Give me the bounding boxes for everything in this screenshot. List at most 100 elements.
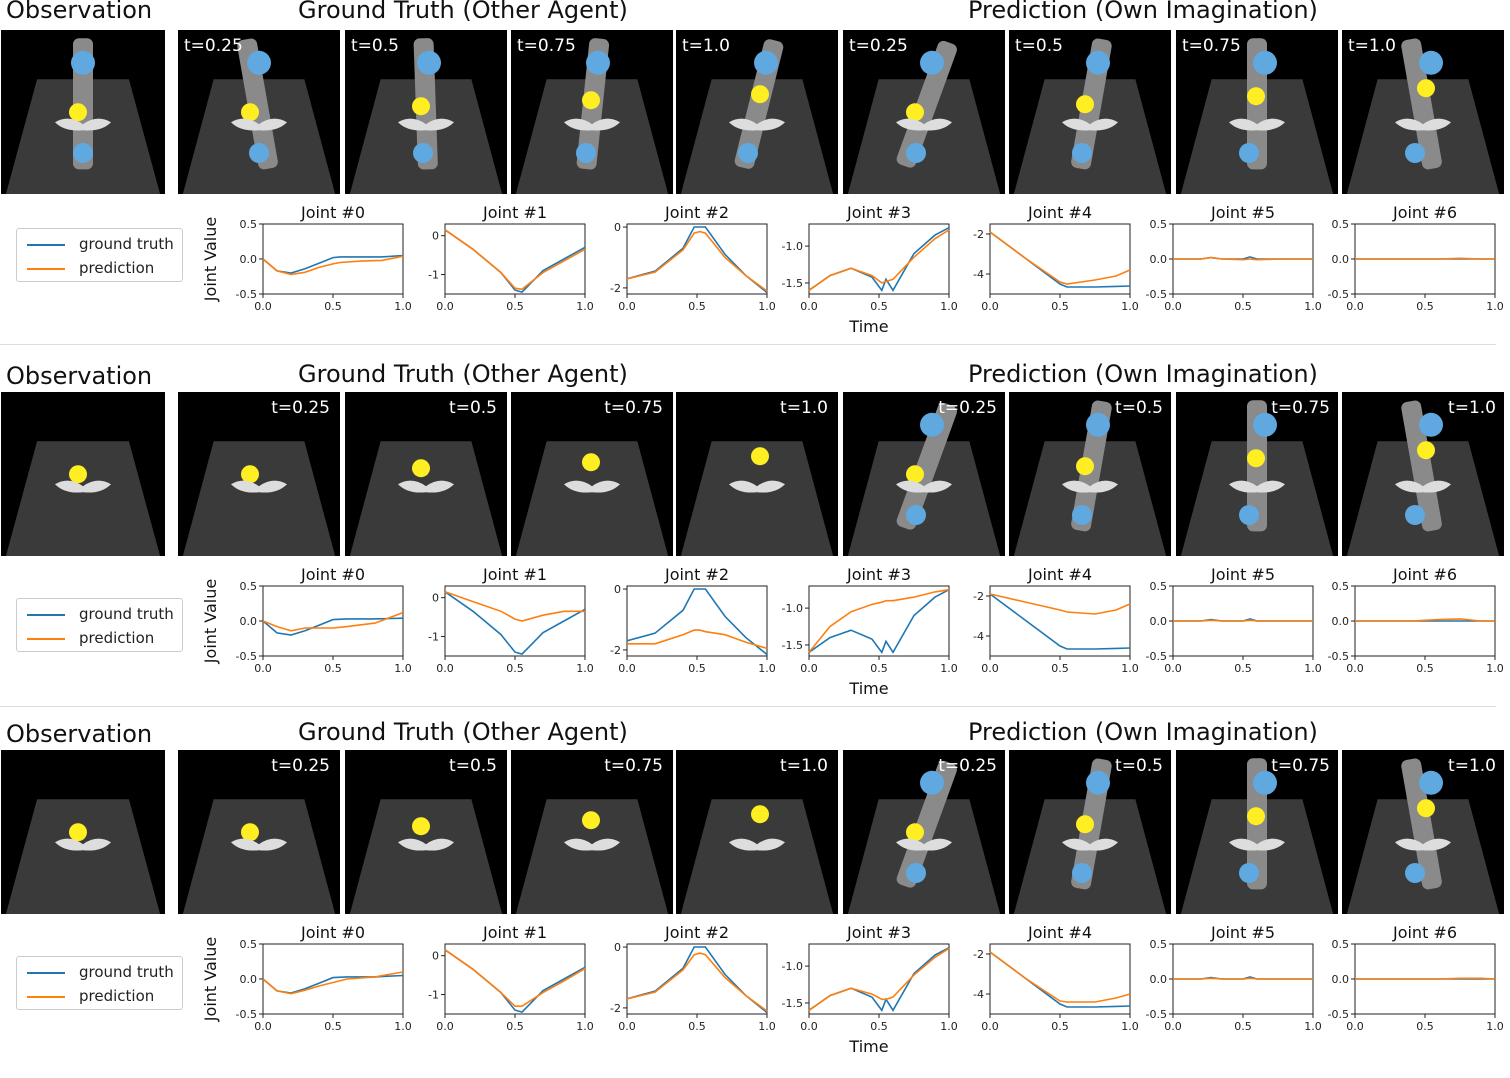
x-tick-label: 0.5 (1051, 300, 1069, 313)
y-tick-label: -0.5 (236, 650, 257, 663)
x-tick-label: 0.5 (688, 1020, 706, 1033)
ground-truth-line (626, 946, 768, 1014)
ground-truth-line (626, 588, 768, 656)
y-tick-label: -2 (610, 1002, 621, 1015)
time-label: t=1.0 (1448, 756, 1496, 776)
yellow-target (906, 823, 924, 842)
y-tick-label: -4 (973, 630, 984, 643)
yellow-target (412, 459, 430, 478)
prediction-frame: t=1.0 (1342, 30, 1504, 194)
prediction-frame: t=0.5 (1009, 750, 1171, 914)
yellow-target (241, 103, 259, 122)
y-tick-label: 0.0 (1150, 973, 1168, 986)
robot-joint (1072, 505, 1092, 525)
ground-truth-frame: t=1.0 (676, 30, 838, 194)
scene-render (345, 30, 507, 194)
x-axis-label: Time (848, 679, 888, 698)
joint-title: Joint #5 (1210, 923, 1275, 942)
x-tick-label: 0.0 (1164, 1020, 1182, 1033)
prediction-line (808, 947, 950, 1011)
x-tick-label: 1.0 (940, 1020, 958, 1033)
ground-truth-line (262, 617, 404, 636)
time-label: t=0.25 (271, 398, 330, 418)
x-tick-label: 0.0 (618, 1020, 636, 1033)
robot-joint (1419, 50, 1443, 75)
x-tick-label: 0.5 (1416, 1020, 1434, 1033)
joint-title: Joint #3 (846, 923, 911, 942)
x-tick-label: 0.5 (324, 662, 342, 675)
gripper-hand (398, 118, 454, 131)
prediction-line (1355, 618, 1495, 622)
ground-truth-line (626, 226, 768, 294)
y-tick-label: -1.5 (782, 639, 803, 652)
yellow-target (582, 811, 600, 830)
observation-header: Observation (6, 720, 153, 748)
scene-render (345, 392, 507, 556)
ground-truth-frame: t=0.25 (178, 750, 340, 914)
x-tick-label: 0.5 (506, 1020, 524, 1033)
gripper-hand (1395, 838, 1451, 851)
x-tick-label: 0.5 (324, 1020, 342, 1033)
gripper-hand (1395, 480, 1451, 493)
y-tick-label: 0.0 (1332, 615, 1350, 628)
y-tick-label: 0.0 (240, 973, 258, 986)
x-tick-label: 0.5 (1051, 1020, 1069, 1033)
x-tick-label: 0.5 (1416, 300, 1434, 313)
x-tick-label: 0.0 (618, 300, 636, 313)
y-tick-label: 0 (432, 230, 439, 243)
gripper-hand (564, 838, 620, 851)
prediction-line (262, 611, 404, 632)
time-label: t=0.75 (1182, 36, 1241, 56)
robot-joint (1419, 412, 1443, 437)
scene-render (511, 392, 673, 556)
ground-truth-frame: t=0.75 (511, 392, 673, 556)
gripper-hand (1229, 480, 1285, 493)
robot-arm-link (896, 40, 957, 168)
y-tick-label: -0.5 (1328, 288, 1349, 301)
y-axis-label: Joint Value (201, 217, 220, 302)
scene-render (676, 750, 838, 914)
x-axis-label: Time (848, 317, 888, 336)
scene-floor (680, 799, 834, 914)
time-label: t=0.5 (351, 36, 399, 56)
scene-render (843, 392, 1005, 556)
yellow-target (1076, 815, 1094, 834)
scene-render (1009, 30, 1171, 194)
x-tick-label: 0.5 (506, 300, 524, 313)
gripper-hand (564, 480, 620, 493)
legend-label: ground truth (79, 235, 174, 253)
y-tick-label: -1 (428, 631, 439, 644)
y-tick-label: 0.0 (240, 253, 258, 266)
time-label: t=0.75 (604, 756, 663, 776)
prediction-frame: t=0.25 (843, 750, 1005, 914)
robot-joint (920, 770, 944, 795)
yellow-target (69, 823, 87, 842)
robot-arm-link (237, 38, 278, 170)
prediction-line (808, 229, 950, 291)
robot-joint (754, 50, 778, 75)
scene-floor (515, 441, 669, 556)
x-tick-label: 1.0 (1486, 300, 1504, 313)
x-tick-label: 0.0 (618, 662, 636, 675)
robot-joint (247, 50, 271, 75)
gripper-hand (1062, 838, 1118, 851)
y-tick-label: 0.0 (1332, 973, 1350, 986)
yellow-target (1076, 95, 1094, 114)
x-tick-label: 0.0 (800, 662, 818, 675)
legend: ground truth prediction (16, 228, 183, 282)
gripper-hand (896, 480, 952, 493)
robot-joint (1086, 770, 1110, 795)
time-label: t=0.5 (1015, 36, 1063, 56)
gripper-hand (55, 480, 111, 493)
x-tick-label: 0.0 (1164, 300, 1182, 313)
ground-truth-line (989, 231, 1131, 288)
robot-arm-link (1401, 758, 1442, 890)
prediction-line (444, 229, 586, 291)
x-tick-label: 1.0 (394, 1020, 412, 1033)
y-tick-label: -2 (610, 282, 621, 295)
scene-render (843, 750, 1005, 914)
gripper-hand (896, 838, 952, 851)
prediction-header: Prediction (Own Imagination) (968, 0, 1318, 24)
yellow-target (582, 91, 600, 110)
prediction-line (989, 593, 1131, 615)
